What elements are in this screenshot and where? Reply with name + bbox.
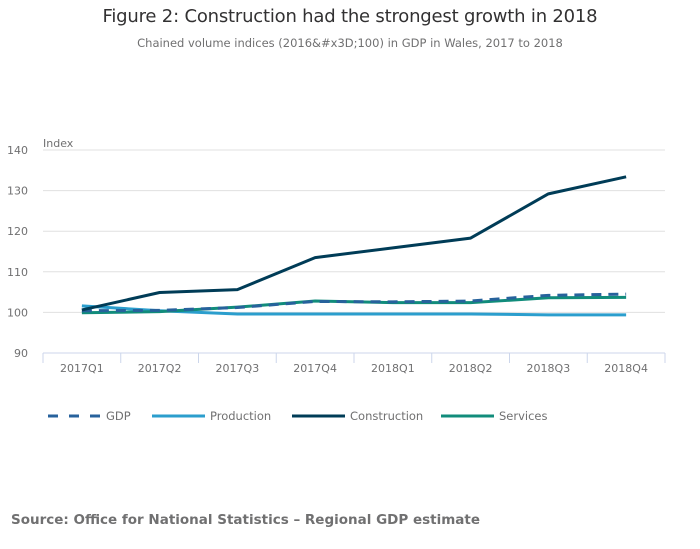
series-line-services: [81, 295, 627, 315]
y-tick-label: 110: [7, 266, 28, 279]
legend: GDP Production Construction Services: [48, 409, 548, 423]
source-note: Source: Office for National Statistics –…: [11, 512, 481, 528]
y-axis-ticks: 90 100 110 120 130 140: [7, 144, 28, 360]
x-axis: 2017Q1 2017Q2 2017Q3 2017Q4 2018Q1 2018Q2 2018…: [42, 352, 666, 375]
x-tick-label: 2017Q1: [60, 362, 104, 375]
legend-item-services[interactable]: Services: [441, 409, 548, 423]
y-tick-label: 100: [7, 306, 28, 319]
series-line-construction: [81, 175, 627, 312]
legend-label: Construction: [350, 409, 423, 423]
x-tick-label: 2017Q3: [216, 362, 260, 375]
gridlines: [43, 149, 665, 313]
y-tick-label: 90: [14, 347, 28, 360]
x-tick-label: 2018Q1: [371, 362, 415, 375]
legend-label: GDP: [106, 409, 131, 423]
x-tick-label: 2018Q2: [449, 362, 493, 375]
y-tick-label: 130: [7, 185, 28, 198]
x-tick-label: 2018Q4: [604, 362, 648, 375]
x-tick-label: 2018Q3: [527, 362, 571, 375]
series-line-gdp: [81, 292, 627, 313]
y-tick-label: 140: [7, 144, 28, 157]
x-tick-label: 2017Q2: [138, 362, 182, 375]
legend-label: Production: [210, 409, 271, 423]
chart-subtitle: Chained volume indices (2016&#x3D;100) i…: [137, 36, 563, 50]
y-axis-label: Index: [43, 137, 74, 150]
chart-title: Figure 2: Construction had the strongest…: [102, 6, 598, 27]
series-lines: [81, 175, 627, 317]
legend-item-construction[interactable]: Construction: [292, 409, 423, 423]
legend-item-gdp[interactable]: GDP: [48, 409, 131, 423]
y-tick-label: 120: [7, 225, 28, 238]
legend-item-production[interactable]: Production: [152, 409, 271, 423]
legend-label: Services: [499, 409, 548, 423]
x-tick-label: 2017Q4: [293, 362, 337, 375]
